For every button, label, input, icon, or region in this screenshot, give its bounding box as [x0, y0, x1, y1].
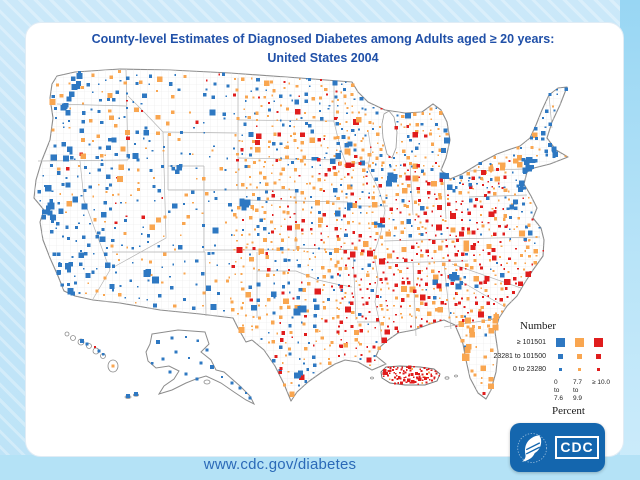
- legend-swatch-orange-small: [578, 368, 581, 371]
- title-line-2: United States 2004: [267, 51, 379, 66]
- legend-swatch-red-medium: [596, 354, 601, 359]
- legend-percent-col-mid: 7.7 to 9.9: [573, 379, 583, 403]
- legend-swatch-blue-large: [556, 338, 565, 347]
- legend-swatch-blue-small: [559, 368, 562, 371]
- legend-swatch-blue-medium: [558, 354, 563, 359]
- legend-number-label: Number: [520, 320, 557, 332]
- map-legend: Number ≥ 101501 23281 to 101500 0 to 232…: [482, 320, 632, 417]
- background-accent-band: [620, 0, 640, 480]
- legend-row-small: 0 to 23280: [482, 363, 632, 376]
- hhs-eagle-icon: [517, 432, 548, 463]
- legend-swatch-red-small: [597, 368, 600, 371]
- legend-percent-scale: 0 to 7.6 7.7 to 9.9 ≥ 10.0: [482, 379, 632, 403]
- legend-swatch-orange-large: [575, 338, 584, 347]
- page-title: County-level Estimates of Diagnosed Diab…: [43, 30, 603, 69]
- legend-swatch-orange-medium: [577, 354, 582, 359]
- cdc-wordmark: CDC: [555, 436, 599, 459]
- title-line-1: County-level Estimates of Diagnosed Diab…: [91, 32, 555, 46]
- legend-row-label: 0 to 23280: [512, 366, 546, 373]
- legend-row-label: ≥ 101501: [516, 339, 546, 346]
- cdc-logo: CDC: [510, 423, 605, 472]
- footer-url: www.cdc.gov/diabetes: [203, 456, 357, 473]
- legend-swatch-red-large: [594, 338, 603, 347]
- legend-percent-col-low: 0 to 7.6: [554, 379, 564, 403]
- legend-row-large: ≥ 101501: [482, 335, 632, 350]
- legend-percent-label: Percent: [552, 405, 585, 418]
- legend-percent-col-high: ≥ 10.0: [592, 379, 611, 386]
- legend-row-label: 23281 to 101500: [493, 353, 546, 360]
- legend-row-medium: 23281 to 101500: [482, 350, 632, 363]
